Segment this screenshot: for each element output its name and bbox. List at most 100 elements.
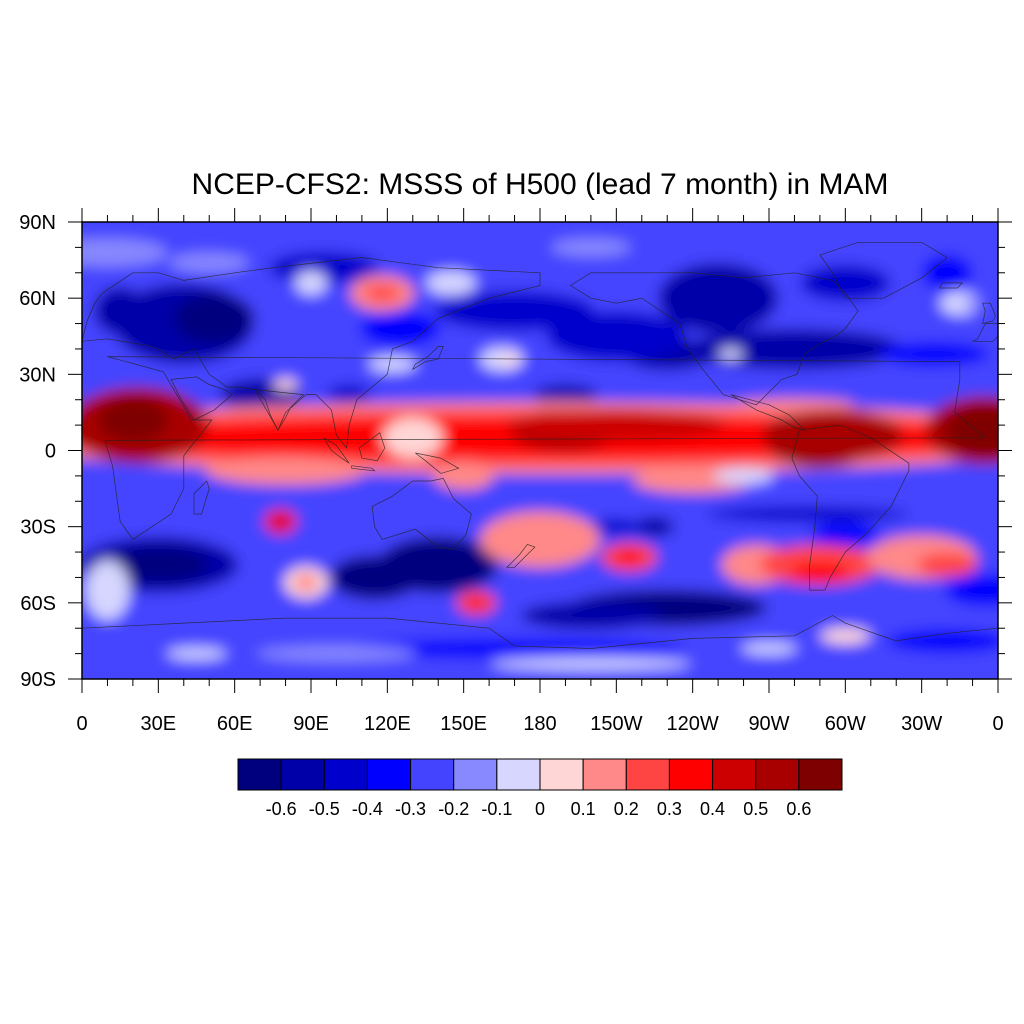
- contour-region: [364, 285, 401, 302]
- y-tick-label: 30N: [19, 364, 56, 386]
- contour-region: [97, 398, 168, 443]
- contour-region: [295, 576, 316, 589]
- contour-region: [533, 384, 598, 405]
- contour-region: [490, 657, 691, 670]
- contour-region: [85, 560, 130, 621]
- contour-region: [546, 311, 687, 362]
- contour-region: [271, 515, 290, 528]
- coastline: [82, 257, 541, 449]
- contour-region: [713, 467, 774, 484]
- x-tick-label: 120E: [364, 713, 411, 735]
- contour-region: [94, 286, 147, 335]
- colorbar-label: -0.5: [309, 799, 340, 819]
- contour-region: [762, 409, 903, 462]
- coastlines: [82, 241, 998, 679]
- contour-region: [707, 505, 908, 522]
- y-tick-label: 60S: [20, 593, 56, 615]
- contour-region: [917, 552, 978, 577]
- x-tick-label: 60W: [825, 713, 866, 735]
- axis-ticks: [68, 208, 1012, 693]
- colorbar-box: [410, 758, 455, 791]
- colorbar-box: [237, 758, 282, 791]
- contour-region: [108, 546, 209, 583]
- contour-region: [945, 406, 998, 455]
- colorbar-label: 0.3: [657, 799, 682, 819]
- colorbar-box: [582, 758, 627, 791]
- contour-region: [174, 293, 255, 344]
- coastline: [938, 282, 964, 289]
- coastline: [254, 389, 305, 431]
- y-tick-label: 90S: [20, 669, 56, 691]
- contour-region: [295, 270, 327, 295]
- colorbar-box: [539, 758, 584, 791]
- contour-region: [820, 627, 871, 644]
- contour-region: [718, 348, 743, 361]
- coastline: [193, 480, 210, 515]
- x-tick-label: 30W: [901, 713, 942, 735]
- y-tick-label: 90N: [19, 212, 56, 234]
- coastline: [411, 346, 444, 371]
- colorbar-box: [798, 758, 843, 791]
- contour-region: [684, 328, 905, 369]
- contour-region: [368, 356, 417, 373]
- x-tick-label: 120W: [667, 713, 719, 735]
- contour-region: [169, 252, 250, 273]
- x-tick-label: 90E: [293, 713, 329, 735]
- coastline: [371, 478, 472, 550]
- contour-region: [205, 456, 366, 485]
- y-tick-label: 60N: [19, 288, 56, 310]
- contour-region: [433, 461, 494, 490]
- contour-region: [82, 222, 998, 247]
- contour-region: [963, 297, 982, 310]
- colorbar-label: 0.6: [786, 799, 811, 819]
- contour-region: [520, 601, 661, 630]
- contour-region: [741, 642, 797, 655]
- x-tick-label: 0: [76, 713, 87, 735]
- coastline: [730, 394, 806, 431]
- colorbar-label: -0.3: [395, 799, 426, 819]
- contour-region: [382, 417, 443, 458]
- contour-region: [922, 254, 973, 291]
- colorbar-label: -0.6: [266, 799, 297, 819]
- colorbar: -0.6 -0.5 -0.4 -0.3 -0.2 -0.1 0 0.1 0.2 0.3 0.4 0.5…: [237, 758, 843, 819]
- coastline: [170, 376, 233, 421]
- contour-region: [273, 378, 298, 391]
- contour-region: [800, 264, 891, 301]
- contour-region: [879, 342, 990, 367]
- y-tick-label: 0: [45, 441, 56, 463]
- contour-region: [810, 522, 881, 547]
- contour-region: [789, 562, 850, 583]
- contour-region: [425, 270, 476, 295]
- map-title: NCEP-CFS2: MSSS of H500 (lead 7 month) i…: [192, 168, 889, 201]
- colorbar-label: -0.1: [481, 799, 512, 819]
- contour-region: [82, 238, 168, 267]
- coastline: [415, 452, 460, 474]
- contour-region: [327, 384, 372, 405]
- colorbar-label: -0.2: [438, 799, 469, 819]
- coastline: [323, 437, 350, 464]
- x-axis-tick-labels: 0 30E 60E 90E 120E 150E 180 150W 120W 90W 60W 30W 0: [76, 713, 1003, 735]
- contour-region: [268, 251, 379, 284]
- y-axis-tick-labels: 90N 60N 30N 0 30S 60S 90S: [19, 212, 56, 691]
- x-tick-label: 150E: [440, 713, 487, 735]
- contour-region: [945, 574, 998, 607]
- contour-region: [466, 596, 487, 609]
- coastline: [791, 424, 910, 591]
- colorbar-box: [280, 758, 325, 791]
- colorbar-label: -0.4: [352, 799, 383, 819]
- x-tick-label: 90W: [748, 713, 789, 735]
- map-panel: 0 30E 60E 90E 120E 150E 180 150W 120W 90W 60W 30W 0 …: [19, 208, 1012, 735]
- coastline: [82, 615, 998, 679]
- x-tick-label: 150W: [590, 713, 642, 735]
- colorbar-label: 0.5: [743, 799, 768, 819]
- x-tick-label: 0: [992, 713, 1003, 735]
- x-tick-label: 30E: [141, 713, 177, 735]
- contour-region: [939, 291, 980, 316]
- contour-region: [344, 638, 685, 659]
- colorbar-box: [755, 758, 800, 791]
- contour-region: [887, 628, 998, 653]
- colorbar-box: [625, 758, 670, 791]
- contour-region: [434, 290, 595, 331]
- contour-region: [166, 647, 227, 660]
